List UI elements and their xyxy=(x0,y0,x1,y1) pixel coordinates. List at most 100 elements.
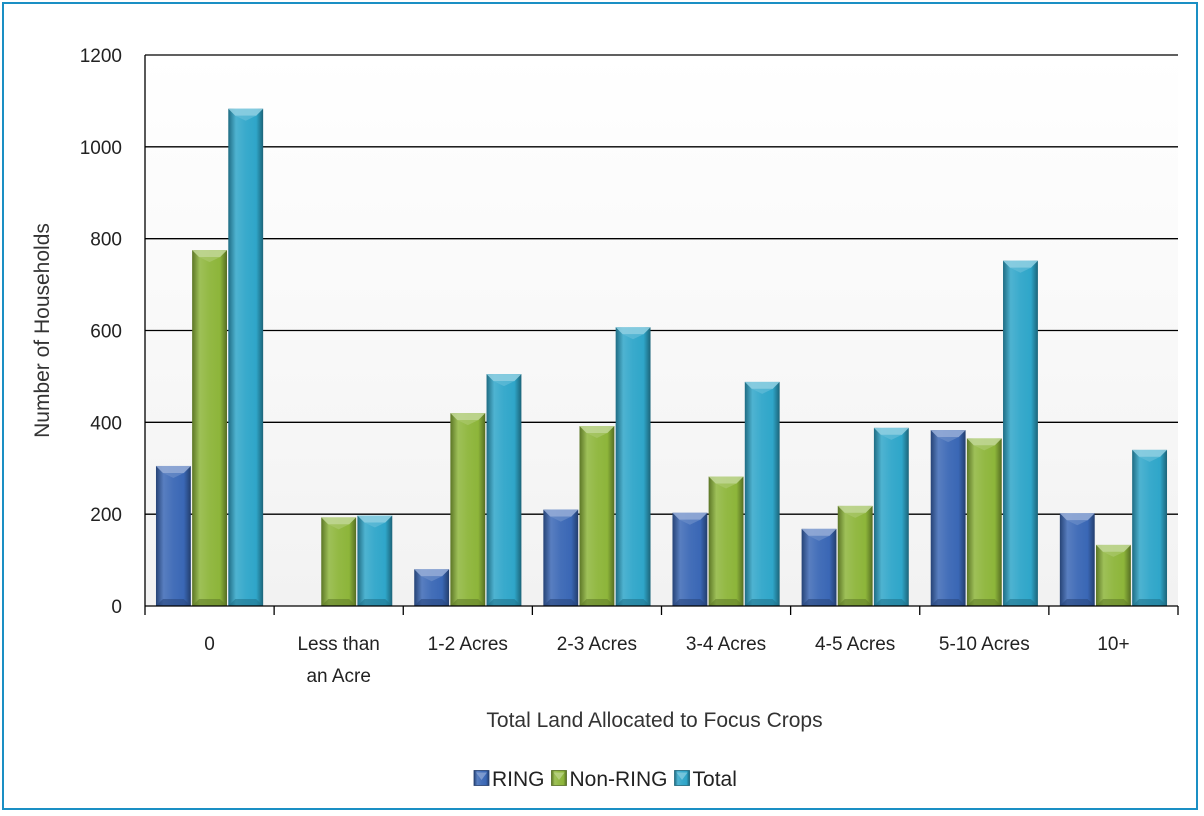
bar-body xyxy=(357,515,393,606)
legend-swatch-highlight xyxy=(676,772,688,780)
bar-body xyxy=(486,374,522,606)
x-tick-label: 0 xyxy=(204,634,215,655)
bars xyxy=(155,108,1168,607)
bar-total xyxy=(228,108,264,606)
bar-top-highlight xyxy=(364,522,386,528)
bar-top-highlight xyxy=(880,434,902,440)
bar-non-ring xyxy=(192,250,227,607)
bar-top-bevel xyxy=(966,438,1002,446)
y-tick-label: 1000 xyxy=(80,138,122,159)
bar-ring xyxy=(543,509,579,606)
bar-bottom-bevel xyxy=(930,599,966,606)
bar-bottom-bevel xyxy=(615,599,651,606)
bar-body xyxy=(579,426,615,606)
bar-body xyxy=(321,517,357,606)
axes xyxy=(144,55,1179,615)
bar-top-bevel xyxy=(1059,513,1095,521)
bar-body xyxy=(450,413,486,606)
x-tick-label: 3-4 Acres xyxy=(686,634,766,655)
bar-top-highlight xyxy=(1139,456,1161,462)
legend-item: RING xyxy=(473,768,545,791)
bar-non-ring xyxy=(450,413,486,606)
bar-top-bevel xyxy=(708,476,744,484)
bar-non-ring xyxy=(1096,544,1131,606)
bar-body xyxy=(192,250,227,607)
bar-body xyxy=(1059,513,1095,606)
y-tick-labels: 0 200 400 600 800 1000 1200 xyxy=(80,46,122,618)
y-tick-label: 600 xyxy=(90,322,122,343)
bar-bottom-bevel xyxy=(837,599,873,606)
bar-top-bevel xyxy=(837,505,873,513)
bar-bottom-bevel xyxy=(1132,599,1168,606)
y-axis-title: Number of Households xyxy=(31,223,54,438)
bar-bottom-bevel xyxy=(1059,599,1095,606)
y-tick-label: 1200 xyxy=(80,46,122,67)
bar-top-highlight xyxy=(1010,267,1031,273)
bar-top-bevel xyxy=(873,427,909,435)
bar-total xyxy=(1003,260,1038,606)
bar-top-bevel xyxy=(414,569,450,577)
bar-bottom-bevel xyxy=(1003,599,1038,606)
x-tick-label: 1-2 Acres xyxy=(428,634,508,655)
bar-non-ring xyxy=(708,476,744,606)
bar-top-highlight xyxy=(844,512,866,518)
legend-label: Total xyxy=(693,768,737,791)
legend-item: Total xyxy=(674,768,737,791)
bar-body xyxy=(801,528,837,606)
bar-bottom-bevel xyxy=(321,599,357,606)
legend-label: RING xyxy=(492,768,545,791)
bar-body xyxy=(155,465,191,606)
bar-top-bevel xyxy=(357,515,393,523)
bar-bottom-bevel xyxy=(543,599,579,606)
bar-top-highlight xyxy=(622,334,644,340)
bar-top-bevel xyxy=(744,381,780,389)
bar-body xyxy=(543,509,579,606)
bar-body xyxy=(966,438,1002,606)
bar-bottom-bevel xyxy=(357,599,393,606)
bar-total xyxy=(486,374,522,606)
x-tick-label: 5-10 Acres xyxy=(939,634,1030,655)
bar-top-bevel xyxy=(1096,544,1131,552)
x-tick-label: Less than an Acre xyxy=(297,634,379,687)
bar-top-highlight xyxy=(457,420,479,426)
bar-top-highlight xyxy=(1103,551,1124,557)
bar-top-bevel xyxy=(486,374,522,382)
bar-top-highlight xyxy=(328,524,350,530)
bar-body xyxy=(930,430,966,606)
bar-body xyxy=(615,327,651,606)
bar-body xyxy=(837,505,873,606)
bar-total xyxy=(744,381,780,606)
y-tick-label: 200 xyxy=(90,505,122,526)
legend-swatch-highlight xyxy=(476,772,487,780)
bar-bottom-bevel xyxy=(1096,599,1131,606)
legend: RING Non-RING Total xyxy=(473,768,737,791)
bar-top-highlight xyxy=(235,115,257,121)
bar-bottom-bevel xyxy=(579,599,615,606)
bar-top-bevel xyxy=(155,465,191,473)
bar-top-highlight xyxy=(973,445,995,451)
bar-ring xyxy=(1059,513,1095,606)
bar-non-ring xyxy=(966,438,1002,606)
bar-body xyxy=(744,381,780,606)
bar-bottom-bevel xyxy=(708,599,744,606)
bar-body xyxy=(873,427,909,606)
bar-total xyxy=(357,515,393,606)
bar-top-bevel xyxy=(228,108,264,116)
bar-top-highlight xyxy=(751,388,773,394)
bar-bottom-bevel xyxy=(672,599,708,606)
y-tick-label: 400 xyxy=(90,413,122,434)
bar-top-highlight xyxy=(162,472,184,478)
bar-top-highlight xyxy=(493,381,515,387)
x-tick-label: 10+ xyxy=(1097,634,1129,655)
bar-bottom-bevel xyxy=(155,599,191,606)
x-tick-labels: 0 Less than an Acre 1-2 Acres 2-3 Acres 3-4 A… xyxy=(204,634,1129,687)
bar-top-highlight xyxy=(199,257,220,263)
x-tick-label: 2-3 Acres xyxy=(557,634,637,655)
x-axis-title: Total Land Allocated to Focus Crops xyxy=(486,709,822,732)
bar-ring xyxy=(672,512,708,606)
bar-bottom-bevel xyxy=(801,599,837,606)
bar-top-highlight xyxy=(808,535,830,541)
legend-label: Non-RING xyxy=(570,768,668,791)
bar-top-highlight xyxy=(421,576,443,582)
bar-body xyxy=(1132,449,1168,606)
